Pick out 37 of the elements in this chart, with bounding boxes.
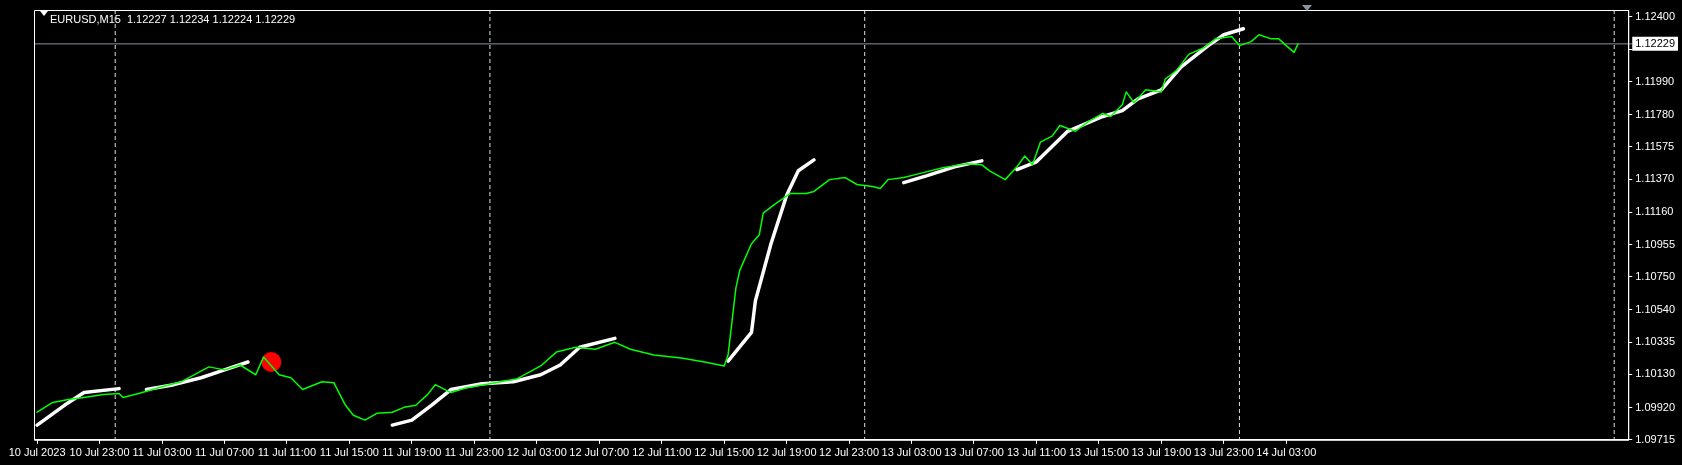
chart-subtitle: 1.12227 1.12234 1.12224 1.12229 xyxy=(126,13,296,26)
x-tick-label: 13 Jul 15:00 xyxy=(1068,446,1129,459)
x-tick-label: 13 Jul 07:00 xyxy=(944,446,1004,459)
x-tick-label: 10 Jul 2023 xyxy=(8,446,66,459)
x-tick-label: 13 Jul 03:00 xyxy=(881,446,942,459)
x-tick-label: 13 Jul 11:00 xyxy=(1006,446,1067,459)
ref-line-label: 1.12229 xyxy=(1635,36,1675,49)
y-tick-label: 1.11990 xyxy=(1635,74,1675,87)
y-tick-label: 1.10540 xyxy=(1635,302,1675,315)
x-tick-label: 11 Jul 15:00 xyxy=(319,446,379,459)
x-tick-label: 11 Jul 03:00 xyxy=(132,446,192,459)
x-tick-label: 12 Jul 11:00 xyxy=(632,446,692,459)
x-tick-label: 11 Jul 07:00 xyxy=(194,446,255,459)
x-tick-label: 10 Jul 23:00 xyxy=(69,446,130,459)
x-tick-label: 11 Jul 23:00 xyxy=(444,446,504,459)
y-tick-label: 1.10955 xyxy=(1635,237,1675,250)
y-tick-label: 1.10130 xyxy=(1635,367,1675,380)
x-tick-label: 13 Jul 23:00 xyxy=(1193,446,1254,459)
x-tick-label: 12 Jul 03:00 xyxy=(506,446,567,459)
y-tick-label: 1.11780 xyxy=(1635,107,1675,120)
y-tick-label: 1.12400 xyxy=(1635,9,1675,22)
x-tick-label: 11 Jul 11:00 xyxy=(257,446,317,459)
x-tick-label: 12 Jul 19:00 xyxy=(756,446,817,459)
y-tick-label: 1.09920 xyxy=(1635,400,1675,413)
x-tick-label: 12 Jul 07:00 xyxy=(569,446,630,459)
chart-title: EURUSD,M15 xyxy=(50,13,121,26)
y-tick-label: 1.11370 xyxy=(1635,172,1675,185)
y-tick-label: 1.10335 xyxy=(1635,335,1675,348)
x-tick-label: 12 Jul 15:00 xyxy=(694,446,755,459)
y-tick-label: 1.11160 xyxy=(1635,205,1674,218)
y-tick-label: 1.10750 xyxy=(1635,269,1675,282)
y-tick-label: 1.09715 xyxy=(1635,432,1675,445)
x-tick-label: 12 Jul 23:00 xyxy=(819,446,880,459)
y-tick-label: 1.11575 xyxy=(1635,139,1675,152)
x-tick-label: 14 Jul 03:00 xyxy=(1256,446,1317,459)
x-tick-label: 13 Jul 19:00 xyxy=(1131,446,1192,459)
x-tick-label: 11 Jul 19:00 xyxy=(382,446,442,459)
